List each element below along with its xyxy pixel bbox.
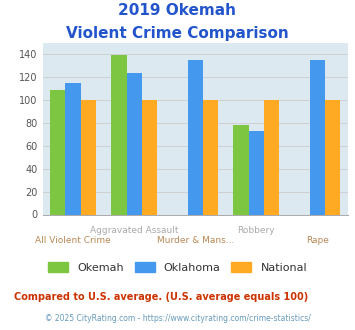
Bar — [234, 125, 248, 214]
Bar — [264, 100, 279, 214]
Bar — [325, 100, 340, 214]
Bar — [111, 55, 126, 214]
Text: Compared to U.S. average. (U.S. average equals 100): Compared to U.S. average. (U.S. average … — [14, 292, 308, 302]
Text: Rape: Rape — [306, 236, 329, 245]
Text: Murder & Mans...: Murder & Mans... — [157, 236, 234, 245]
Bar — [142, 100, 157, 214]
Text: All Violent Crime: All Violent Crime — [35, 236, 111, 245]
Bar — [188, 60, 203, 214]
Text: © 2025 CityRating.com - https://www.cityrating.com/crime-statistics/: © 2025 CityRating.com - https://www.city… — [45, 314, 310, 323]
Bar — [248, 131, 264, 214]
Bar — [310, 60, 325, 214]
Text: Robbery: Robbery — [237, 226, 275, 235]
Bar — [50, 90, 66, 214]
Bar — [126, 73, 142, 214]
Text: 2019 Okemah: 2019 Okemah — [119, 3, 236, 18]
Bar — [203, 100, 218, 214]
Legend: Okemah, Oklahoma, National: Okemah, Oklahoma, National — [44, 258, 311, 278]
Bar — [66, 83, 81, 214]
Text: Violent Crime Comparison: Violent Crime Comparison — [66, 26, 289, 41]
Text: Aggravated Assault: Aggravated Assault — [90, 226, 179, 235]
Bar — [81, 100, 96, 214]
